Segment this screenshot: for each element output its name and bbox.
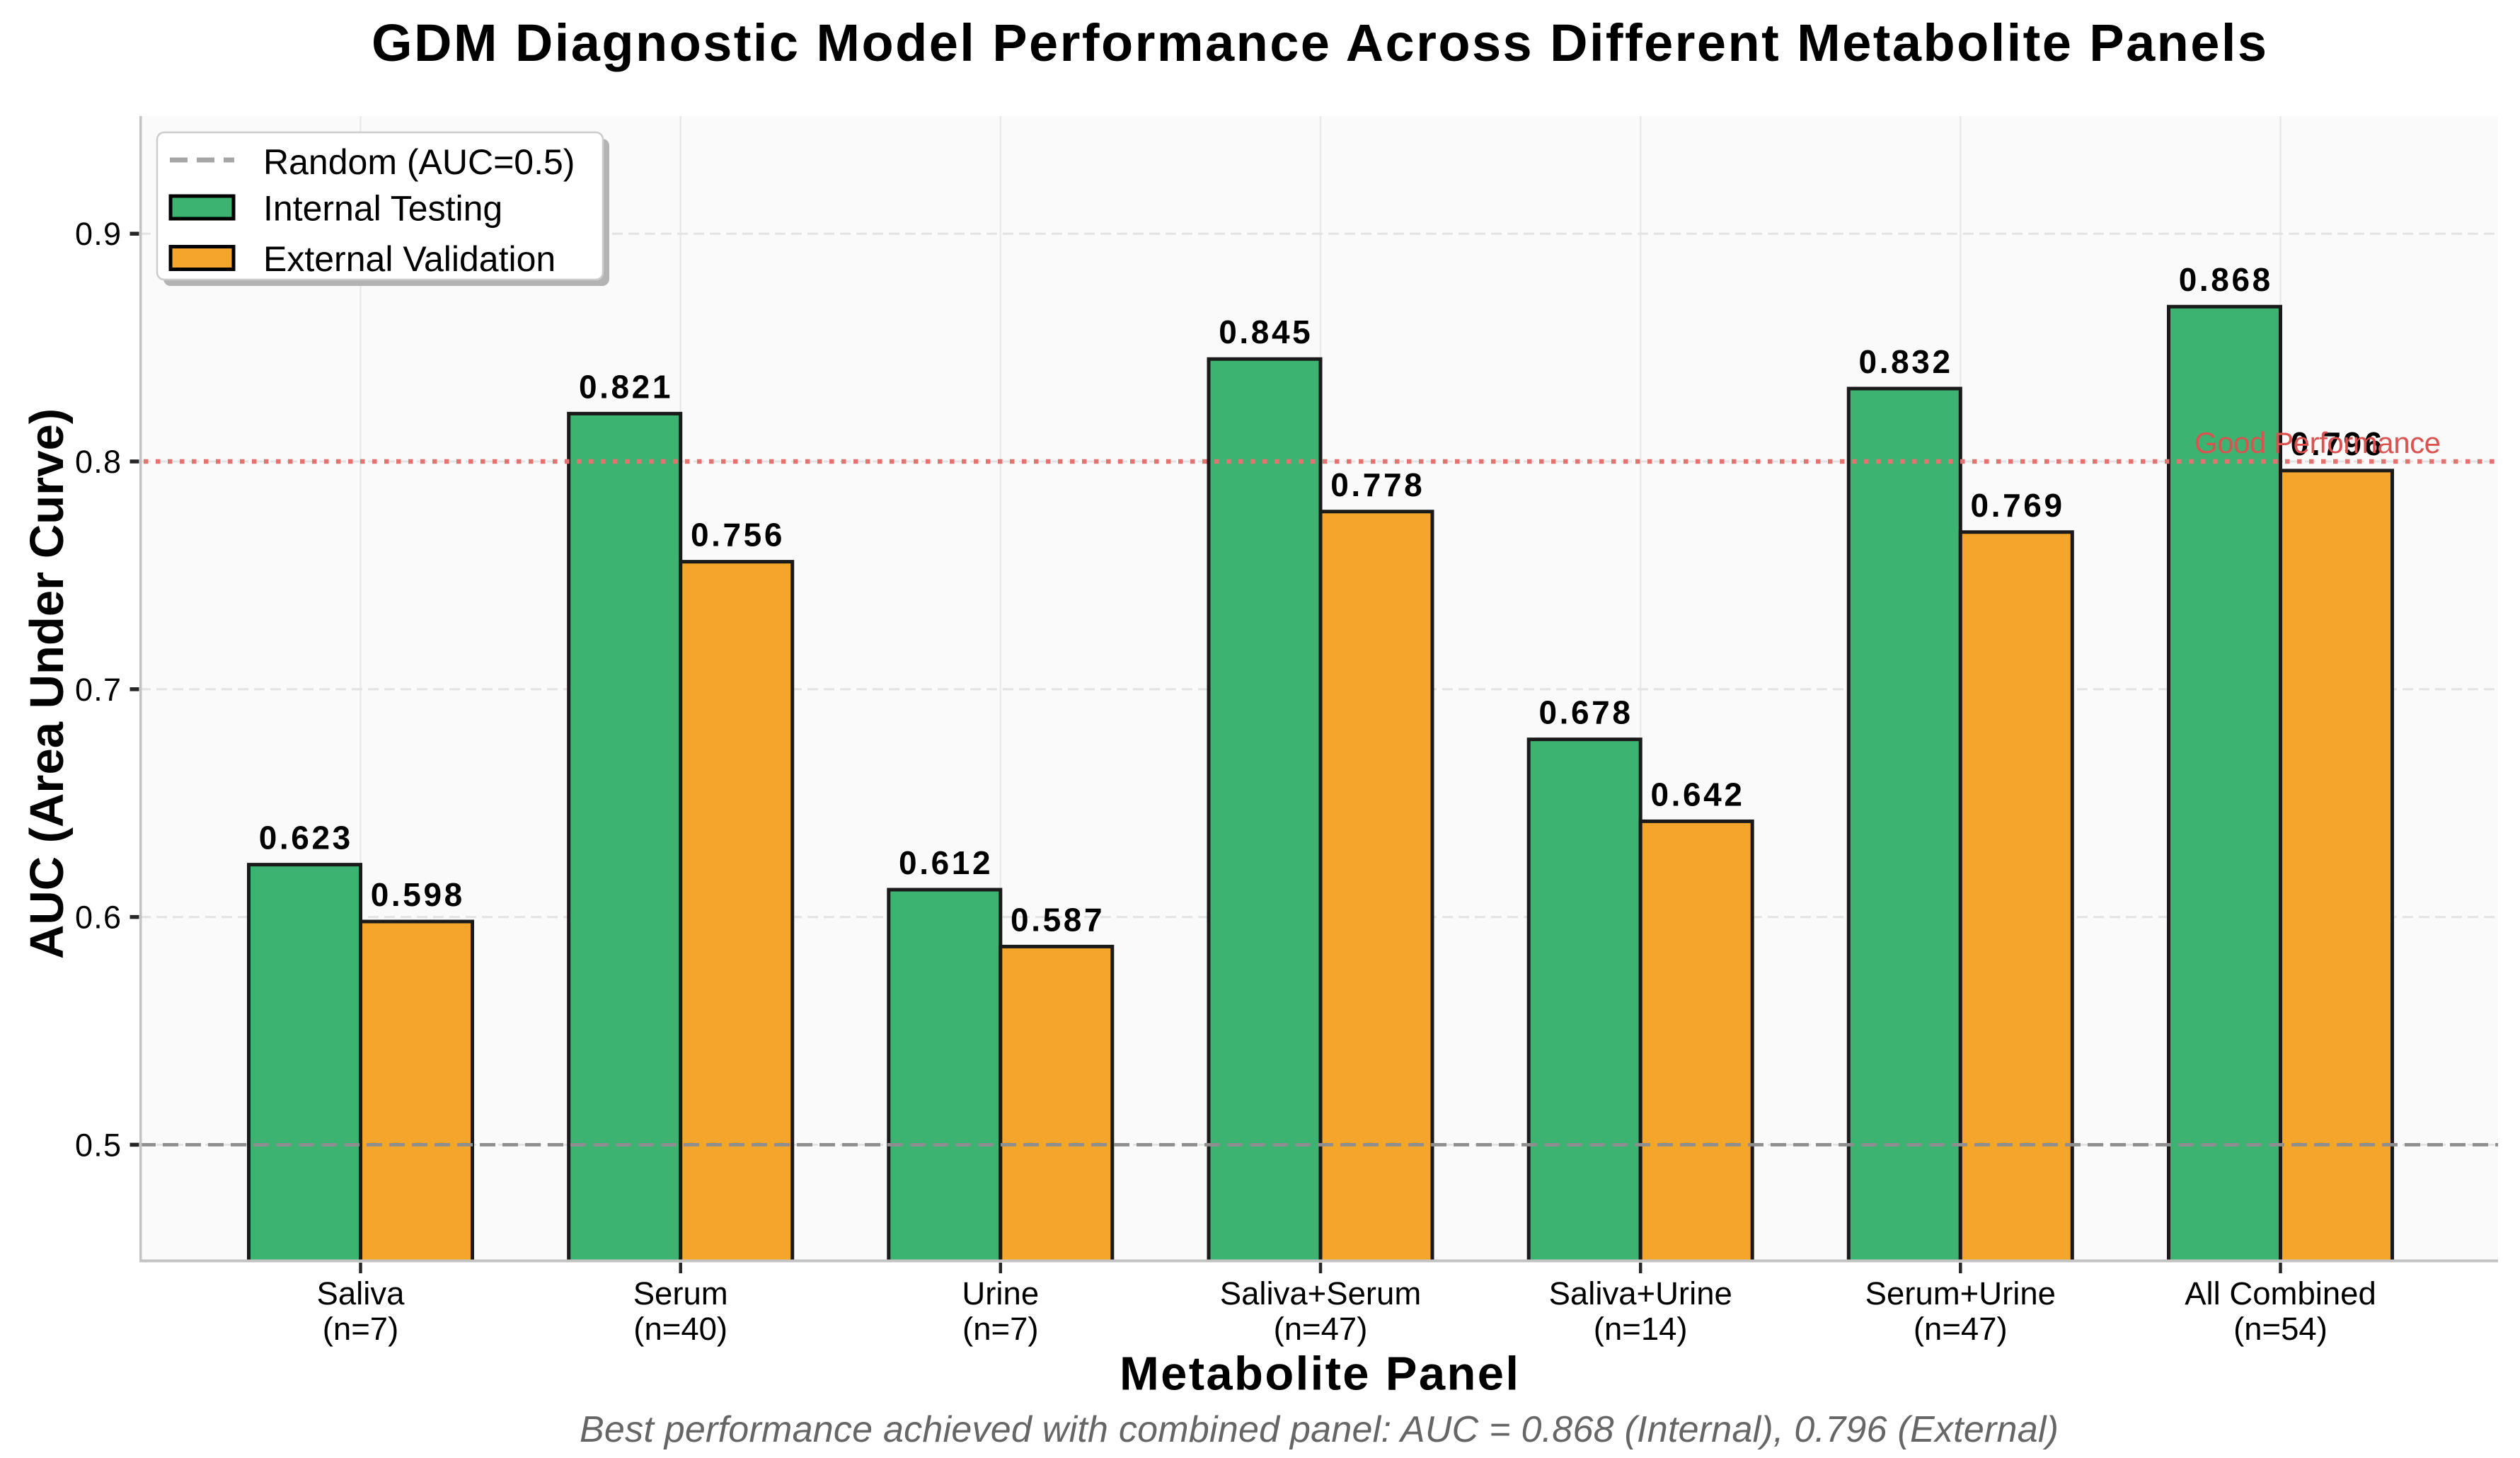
- svg-text:0.8: 0.8: [75, 444, 121, 480]
- svg-text:(n=54): (n=54): [2233, 1311, 2328, 1347]
- svg-text:Good Performance: Good Performance: [2194, 426, 2441, 459]
- svg-text:Serum: Serum: [633, 1275, 728, 1311]
- svg-text:0.845: 0.845: [1219, 314, 1311, 350]
- svg-text:AUC (Area Under Curve): AUC (Area Under Curve): [21, 408, 74, 959]
- svg-text:Metabolite Panel: Metabolite Panel: [1120, 1348, 1519, 1401]
- svg-text:External Validation: External Validation: [263, 239, 556, 279]
- svg-text:0.796: 0.796: [2291, 425, 2383, 462]
- svg-text:Random (AUC=0.5): Random (AUC=0.5): [263, 142, 575, 182]
- svg-text:All Combined: All Combined: [2185, 1275, 2376, 1311]
- svg-text:Serum+Urine: Serum+Urine: [1865, 1275, 2056, 1311]
- svg-text:(n=47): (n=47): [1274, 1311, 1368, 1347]
- svg-text:0.9: 0.9: [75, 216, 121, 252]
- svg-text:0.623: 0.623: [259, 820, 351, 856]
- svg-text:0.769: 0.769: [1971, 487, 2063, 524]
- svg-text:0.868: 0.868: [2179, 261, 2271, 298]
- svg-text:Internal Testing: Internal Testing: [263, 189, 502, 229]
- svg-text:0.756: 0.756: [691, 517, 783, 553]
- svg-text:0.598: 0.598: [371, 876, 463, 913]
- svg-text:0.832: 0.832: [1859, 343, 1951, 380]
- svg-text:(n=14): (n=14): [1594, 1311, 1688, 1347]
- svg-text:0.587: 0.587: [1011, 901, 1103, 938]
- svg-text:Saliva: Saliva: [317, 1275, 405, 1311]
- svg-text:(n=47): (n=47): [1914, 1311, 2008, 1347]
- svg-text:0.6: 0.6: [75, 900, 121, 936]
- svg-text:GDM Diagnostic Model Performan: GDM Diagnostic Model Performance Across …: [372, 13, 2267, 72]
- svg-text:Urine: Urine: [962, 1275, 1039, 1311]
- svg-text:Saliva+Urine: Saliva+Urine: [1549, 1275, 1732, 1311]
- svg-text:Best performance achieved with: Best performance achieved with combined …: [580, 1409, 2059, 1450]
- svg-text:(n=40): (n=40): [633, 1311, 727, 1347]
- svg-text:0.612: 0.612: [899, 844, 991, 881]
- svg-text:Saliva+Serum: Saliva+Serum: [1220, 1275, 1422, 1311]
- svg-text:0.778: 0.778: [1330, 466, 1422, 503]
- svg-text:0.5: 0.5: [75, 1127, 121, 1163]
- svg-text:0.642: 0.642: [1650, 776, 1742, 813]
- svg-text:(n=7): (n=7): [323, 1311, 399, 1347]
- svg-text:0.7: 0.7: [75, 672, 121, 708]
- svg-text:0.678: 0.678: [1538, 694, 1630, 731]
- svg-text:0.821: 0.821: [579, 368, 671, 405]
- svg-text:(n=7): (n=7): [962, 1311, 1039, 1347]
